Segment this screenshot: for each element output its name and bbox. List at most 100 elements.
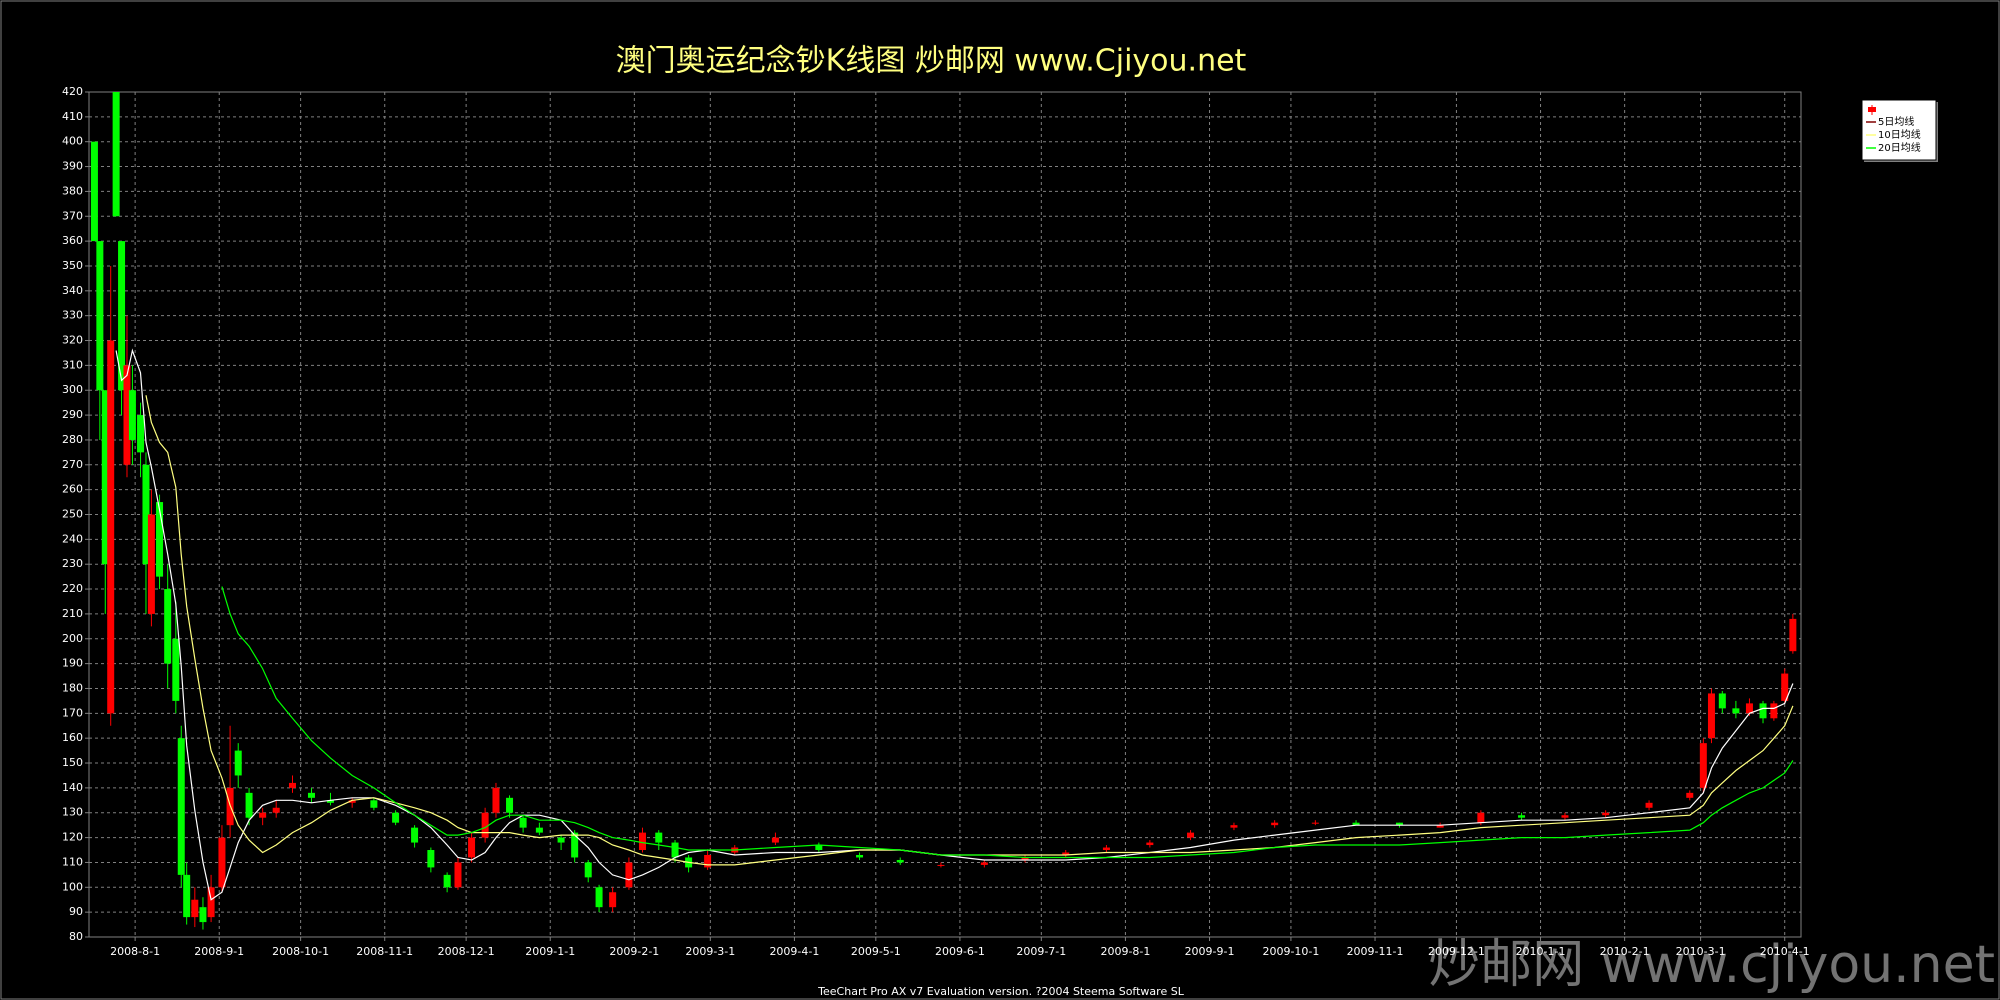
candle-body bbox=[259, 812, 267, 818]
candle-body bbox=[172, 638, 180, 701]
x-tick-label: 2009-2-1 bbox=[609, 945, 659, 958]
y-tick-label: 260 bbox=[62, 483, 83, 496]
candle-body bbox=[655, 832, 663, 843]
y-tick-label: 140 bbox=[62, 781, 83, 794]
candle-body bbox=[1395, 822, 1403, 826]
candle-body bbox=[1230, 825, 1238, 828]
candle-body bbox=[142, 464, 150, 565]
candle-body bbox=[1518, 815, 1526, 818]
y-tick-label: 280 bbox=[62, 433, 83, 446]
candle-body bbox=[1789, 618, 1797, 652]
candle-body bbox=[183, 874, 191, 918]
chart-title: 澳门奥运纪念钞K线图 炒邮网 www.Cjiyou.net bbox=[616, 44, 1247, 79]
y-tick-label: 230 bbox=[62, 557, 83, 570]
candle-body bbox=[519, 817, 527, 828]
candle-body bbox=[638, 832, 646, 851]
y-tick-label: 380 bbox=[62, 184, 83, 197]
y-tick-label: 240 bbox=[62, 532, 83, 545]
candle-body bbox=[443, 874, 451, 888]
candle-body bbox=[1436, 825, 1444, 828]
candle-body bbox=[218, 837, 226, 888]
y-tick-label: 110 bbox=[62, 855, 83, 868]
candle-body bbox=[1699, 743, 1707, 788]
y-tick-label: 160 bbox=[62, 731, 83, 744]
candle-body bbox=[1187, 832, 1195, 838]
candle-body bbox=[1645, 802, 1653, 808]
legend-label: 10日均线 bbox=[1878, 128, 1921, 141]
x-tick-label: 2009-3-1 bbox=[685, 945, 735, 958]
y-tick-label: 320 bbox=[62, 334, 83, 347]
candle-body bbox=[771, 837, 779, 843]
legend-candle bbox=[1868, 107, 1876, 112]
y-tick-label: 330 bbox=[62, 309, 83, 322]
legend-label: 20日均线 bbox=[1878, 141, 1921, 154]
candle-body bbox=[112, 92, 120, 217]
candle-body bbox=[506, 797, 514, 813]
candle-body bbox=[137, 415, 145, 453]
candle-body bbox=[535, 827, 543, 833]
candle-body bbox=[326, 800, 334, 803]
y-tick-label: 390 bbox=[62, 160, 83, 173]
candle-body bbox=[307, 792, 315, 798]
candle-body bbox=[1707, 693, 1715, 739]
y-tick-label: 310 bbox=[62, 358, 83, 371]
y-tick-label: 250 bbox=[62, 508, 83, 521]
y-tick-label: 200 bbox=[62, 632, 83, 645]
candle-body bbox=[1271, 822, 1279, 826]
candle-body bbox=[107, 340, 115, 714]
candle-body bbox=[815, 845, 823, 851]
candle-body bbox=[454, 862, 462, 888]
candle-body bbox=[1732, 708, 1740, 714]
y-tick-label: 100 bbox=[62, 880, 83, 893]
candle-body bbox=[704, 854, 712, 868]
x-tick-label: 2008-9-1 bbox=[194, 945, 244, 958]
x-tick-label: 2009-5-1 bbox=[851, 945, 901, 958]
y-tick-label: 300 bbox=[62, 383, 83, 396]
candle-body bbox=[896, 859, 904, 863]
candle-body bbox=[1561, 815, 1569, 818]
y-tick-label: 170 bbox=[62, 706, 83, 719]
y-tick-label: 400 bbox=[62, 135, 83, 148]
x-tick-label: 2008-8-1 bbox=[110, 945, 160, 958]
candle-body bbox=[671, 842, 679, 858]
x-tick-label: 2009-11-1 bbox=[1347, 945, 1404, 958]
candle-body bbox=[118, 241, 126, 391]
candle-body bbox=[199, 907, 207, 923]
y-tick-label: 150 bbox=[62, 756, 83, 769]
candle-body bbox=[191, 899, 199, 918]
x-tick-label: 2009-7-1 bbox=[1016, 945, 1066, 958]
ma-line bbox=[115, 348, 1794, 901]
y-tick-label: 420 bbox=[62, 85, 83, 98]
y-tick-label: 180 bbox=[62, 681, 83, 694]
candle-body bbox=[584, 862, 592, 878]
candle-body bbox=[937, 864, 945, 866]
candle-body bbox=[1770, 703, 1778, 719]
y-tick-label: 210 bbox=[62, 607, 83, 620]
x-tick-label: 2010-3-1 bbox=[1676, 945, 1726, 958]
candle-body bbox=[272, 807, 280, 813]
x-tick-label: 2009-1-1 bbox=[525, 945, 575, 958]
candle-body bbox=[234, 750, 242, 776]
y-tick-label: 220 bbox=[62, 582, 83, 595]
candle-body bbox=[1352, 822, 1360, 826]
candle-body bbox=[1477, 812, 1485, 823]
ma-line bbox=[221, 586, 1794, 859]
candle-body bbox=[156, 502, 164, 577]
candle-body bbox=[1759, 703, 1767, 719]
x-tick-label: 2010-2-1 bbox=[1600, 945, 1650, 958]
candle-body bbox=[468, 837, 476, 858]
candle-body bbox=[245, 792, 253, 818]
candle-body bbox=[370, 800, 378, 808]
candle-body bbox=[1021, 857, 1029, 860]
x-tick-label: 2008-11-1 bbox=[356, 945, 413, 958]
candle-body bbox=[1602, 812, 1610, 816]
candle-body bbox=[1686, 792, 1694, 798]
candle-body bbox=[164, 589, 172, 664]
candle-body bbox=[177, 738, 185, 875]
candle-body bbox=[96, 241, 104, 391]
y-tick-label: 270 bbox=[62, 458, 83, 471]
y-tick-label: 290 bbox=[62, 408, 83, 421]
